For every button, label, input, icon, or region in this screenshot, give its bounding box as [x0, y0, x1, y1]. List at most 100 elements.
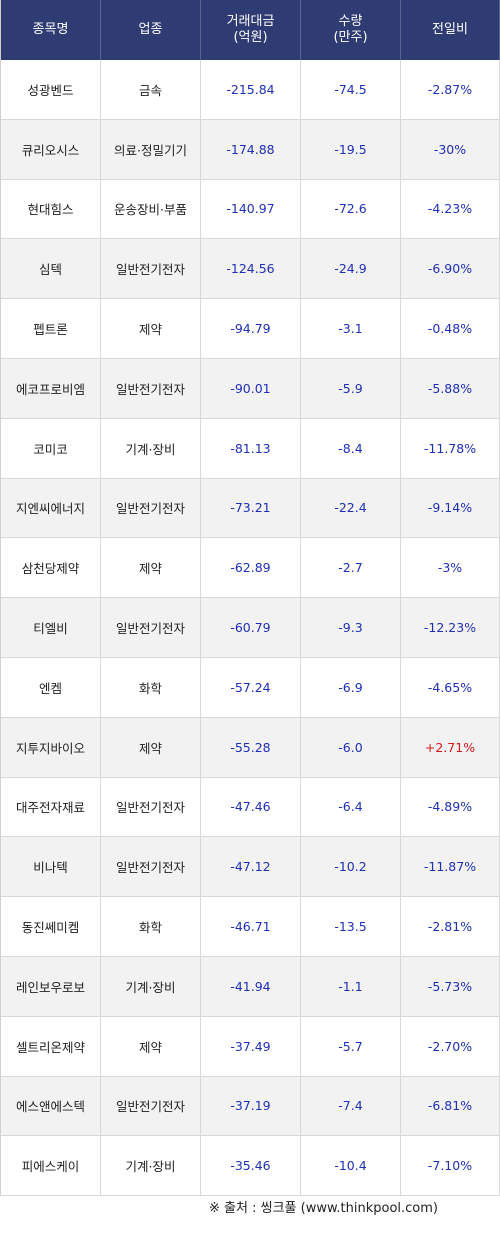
volume-cell: -1.1: [301, 956, 401, 1016]
change-cell: -4.89%: [401, 777, 500, 837]
header-name: 종목명: [1, 0, 101, 60]
stock-name-cell: 에코프로비엠: [1, 358, 101, 418]
stock-name-cell: 비나텍: [1, 837, 101, 897]
stock-name-cell: 현대힘스: [1, 179, 101, 239]
table-row: 에스앤에스텍 일반전기전자 -37.19 -7.4 -6.81%: [1, 1076, 500, 1137]
table-row: 현대힘스 운송장비·부품 -140.97 -72.6 -4.23%: [1, 179, 500, 240]
amount-cell: -46.71: [201, 897, 301, 956]
amount-cell: -81.13: [201, 418, 301, 478]
change-cell: -5.88%: [401, 358, 500, 418]
volume-cell: -72.6: [301, 179, 401, 239]
table-row: 셀트리온제약 제약 -37.49 -5.7 -2.70%: [1, 1016, 500, 1077]
stock-name-cell: 레인보우로보: [1, 956, 101, 1016]
change-cell: -11.78%: [401, 418, 500, 478]
volume-cell: -5.9: [301, 358, 401, 418]
sector-cell: 일반전기전자: [101, 777, 201, 837]
volume-cell: -22.4: [301, 478, 401, 538]
volume-cell: -6.0: [301, 717, 401, 777]
stock-table: 종목명 업종 거래대금 (억원) 수량 (만주) 전일비 성광벤드 금속 -215.…: [0, 0, 500, 1197]
stock-name-cell: 코미코: [1, 418, 101, 478]
amount-cell: -47.12: [201, 837, 301, 897]
stock-name-cell: 피에스케이: [1, 1136, 101, 1196]
volume-cell: -3.1: [301, 299, 401, 358]
amount-cell: -90.01: [201, 358, 301, 418]
change-cell: -2.87%: [401, 60, 500, 119]
volume-cell: -10.4: [301, 1136, 401, 1196]
table-row: 에코프로비엠 일반전기전자 -90.01 -5.9 -5.88%: [1, 358, 500, 419]
stock-name-cell: 심텍: [1, 239, 101, 299]
header-amount: 거래대금 (억원): [201, 0, 301, 60]
sector-cell: 금속: [101, 60, 201, 119]
table-row: 비나텍 일반전기전자 -47.12 -10.2 -11.87%: [1, 837, 500, 898]
amount-cell: -62.89: [201, 538, 301, 598]
stock-name-cell: 에스앤에스텍: [1, 1076, 101, 1136]
stock-name-cell: 펩트론: [1, 299, 101, 358]
table-row: 코미코 기계·장비 -81.13 -8.4 -11.78%: [1, 418, 500, 479]
volume-cell: -9.3: [301, 598, 401, 657]
table-row: 펩트론 제약 -94.79 -3.1 -0.48%: [1, 299, 500, 359]
table-row: 심텍 일반전기전자 -124.56 -24.9 -6.90%: [1, 239, 500, 300]
table-row: 동진쎄미켐 화학 -46.71 -13.5 -2.81%: [1, 897, 500, 957]
table-row: 엔켐 화학 -57.24 -6.9 -4.65%: [1, 657, 500, 718]
stock-name-cell: 삼천당제약: [1, 538, 101, 598]
sector-cell: 일반전기전자: [101, 598, 201, 657]
sector-cell: 일반전기전자: [101, 478, 201, 538]
volume-cell: -74.5: [301, 60, 401, 119]
change-cell: -7.10%: [401, 1136, 500, 1196]
sector-cell: 일반전기전자: [101, 1076, 201, 1136]
table-header-row: 종목명 업종 거래대금 (억원) 수량 (만주) 전일비: [1, 0, 500, 60]
sector-cell: 일반전기전자: [101, 239, 201, 299]
amount-cell: -73.21: [201, 478, 301, 538]
sector-cell: 기계·장비: [101, 418, 201, 478]
amount-cell: -37.49: [201, 1016, 301, 1076]
amount-cell: -47.46: [201, 777, 301, 837]
sector-cell: 화학: [101, 657, 201, 717]
change-cell: -2.81%: [401, 897, 500, 956]
table-row: 큐리오시스 의료·정밀기기 -174.88 -19.5 -30%: [1, 119, 500, 180]
amount-cell: -55.28: [201, 717, 301, 777]
sector-cell: 일반전기전자: [101, 837, 201, 897]
change-cell: -3%: [401, 538, 500, 598]
volume-cell: -6.9: [301, 657, 401, 717]
volume-cell: -19.5: [301, 119, 401, 179]
volume-cell: -2.7: [301, 538, 401, 598]
stock-name-cell: 티엘비: [1, 598, 101, 657]
volume-cell: -24.9: [301, 239, 401, 299]
stock-name-cell: 동진쎄미켐: [1, 897, 101, 956]
amount-cell: -140.97: [201, 179, 301, 239]
table-row: 지엔씨에너지 일반전기전자 -73.21 -22.4 -9.14%: [1, 478, 500, 539]
amount-cell: -41.94: [201, 956, 301, 1016]
header-change: 전일비: [401, 0, 500, 60]
change-cell: -4.65%: [401, 657, 500, 717]
table-row: 대주전자재료 일반전기전자 -47.46 -6.4 -4.89%: [1, 777, 500, 838]
table-row: 피에스케이 기계·장비 -35.46 -10.4 -7.10%: [1, 1136, 500, 1197]
amount-cell: -215.84: [201, 60, 301, 119]
table-body: 성광벤드 금속 -215.84 -74.5 -2.87% 큐리오시스 의료·정밀기기 -174…: [1, 60, 500, 1197]
stock-name-cell: 성광벤드: [1, 60, 101, 119]
change-cell: -11.87%: [401, 837, 500, 897]
amount-cell: -60.79: [201, 598, 301, 657]
amount-cell: -57.24: [201, 657, 301, 717]
change-cell: -6.90%: [401, 239, 500, 299]
volume-cell: -7.4: [301, 1076, 401, 1136]
change-cell: -6.81%: [401, 1076, 500, 1136]
sector-cell: 운송장비·부품: [101, 179, 201, 239]
table-row: 티엘비 일반전기전자 -60.79 -9.3 -12.23%: [1, 598, 500, 658]
table-row: 레인보우로보 기계·장비 -41.94 -1.1 -5.73%: [1, 956, 500, 1017]
source-note: ※ 출처 : 씽크풀 (www.thinkpool.com): [209, 1201, 438, 1216]
header-sector: 업종: [101, 0, 201, 60]
change-cell: -30%: [401, 119, 500, 179]
change-cell: -2.70%: [401, 1016, 500, 1076]
volume-cell: -13.5: [301, 897, 401, 956]
sector-cell: 기계·장비: [101, 1136, 201, 1196]
sector-cell: 일반전기전자: [101, 358, 201, 418]
sector-cell: 기계·장비: [101, 956, 201, 1016]
change-cell: -9.14%: [401, 478, 500, 538]
sector-cell: 제약: [101, 717, 201, 777]
stock-name-cell: 대주전자재료: [1, 777, 101, 837]
stock-name-cell: 셀트리온제약: [1, 1016, 101, 1076]
sector-cell: 제약: [101, 299, 201, 358]
volume-cell: -8.4: [301, 418, 401, 478]
amount-cell: -124.56: [201, 239, 301, 299]
stock-name-cell: 큐리오시스: [1, 119, 101, 179]
